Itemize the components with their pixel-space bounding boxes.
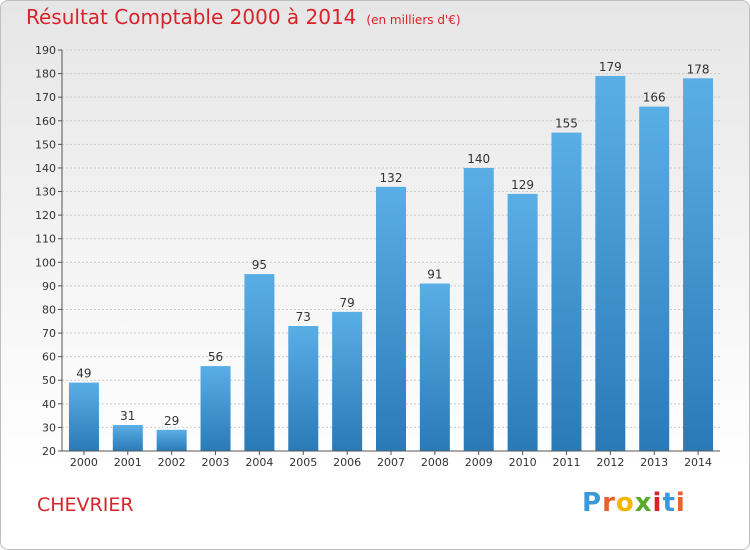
y-tick-label: 120 — [35, 209, 56, 222]
data-label: 73 — [296, 310, 311, 324]
x-tick-label: 2012 — [596, 456, 624, 469]
location-name: CHEVRIER — [37, 494, 134, 516]
chart-title-main: Résultat Comptable 2000 à 2014 — [26, 5, 357, 29]
y-tick-label: 180 — [35, 68, 56, 81]
bar — [156, 429, 187, 451]
y-tick-label: 90 — [42, 280, 56, 293]
data-label: 95 — [252, 258, 267, 272]
y-tick-label: 50 — [42, 374, 56, 387]
data-label: 132 — [380, 171, 403, 185]
data-label: 31 — [120, 409, 135, 423]
bar — [244, 274, 275, 451]
data-label: 179 — [599, 60, 622, 74]
data-label: 79 — [339, 296, 354, 310]
x-tick-label: 2003 — [202, 456, 230, 469]
data-label: 91 — [427, 268, 442, 282]
bar — [683, 78, 714, 452]
bar — [376, 186, 406, 451]
data-label: 129 — [511, 178, 534, 192]
logo-letter: x — [634, 488, 653, 518]
x-tick-label: 2001 — [114, 456, 142, 469]
y-tick-label: 150 — [35, 138, 56, 151]
data-label: 155 — [555, 117, 578, 131]
axes — [58, 49, 720, 455]
x-tick-label: 2007 — [377, 456, 405, 469]
data-label: 49 — [76, 367, 91, 381]
data-label: 29 — [164, 414, 179, 428]
chart-title: Résultat Comptable 2000 à 2014 (en millie… — [26, 5, 461, 29]
y-tick-label: 80 — [42, 303, 56, 316]
y-tick-label: 60 — [42, 351, 56, 364]
y-tick-label: 70 — [42, 327, 56, 340]
x-tick-label: 2002 — [158, 456, 186, 469]
logo-letter: i — [675, 488, 686, 518]
x-tick-label: 2008 — [421, 456, 449, 469]
x-tick-label: 2011 — [552, 456, 580, 469]
x-tick-label: 2004 — [245, 456, 273, 469]
y-tick-label: 160 — [35, 115, 56, 128]
y-tick-label: 190 — [35, 44, 56, 57]
x-tick-label: 2000 — [70, 456, 98, 469]
logo-letter: r — [602, 488, 616, 518]
y-tick-label: 30 — [42, 421, 56, 434]
y-tick-label: 100 — [35, 256, 56, 269]
bar — [595, 75, 626, 452]
bar — [68, 382, 99, 451]
bar — [551, 132, 582, 451]
bar — [112, 425, 143, 451]
bar — [507, 193, 538, 451]
bar — [463, 167, 494, 452]
y-tick-label: 130 — [35, 186, 56, 199]
bars — [68, 75, 714, 452]
bar — [419, 283, 450, 451]
x-tick-label: 2010 — [509, 456, 537, 469]
x-tick-label: 2013 — [640, 456, 668, 469]
data-label: 166 — [643, 91, 666, 105]
chart-title-unit: (en milliers d'€) — [366, 13, 461, 27]
bar — [332, 311, 363, 451]
logo-letter: P — [582, 488, 603, 518]
y-tick-label: 170 — [35, 91, 56, 104]
y-axis-ticks: 20 30 40 50 60 70 80 90 100 110 120 130 140 150 160 170… — [35, 44, 56, 458]
bar — [200, 366, 231, 451]
data-label: 56 — [208, 350, 223, 364]
bar — [288, 325, 319, 451]
x-tick-label: 2006 — [333, 456, 361, 469]
proxiti-logo: Proxiti — [582, 488, 686, 518]
y-tick-label: 40 — [42, 398, 56, 411]
logo-letter: i — [652, 488, 663, 518]
data-label: 178 — [687, 62, 710, 76]
x-tick-label: 2014 — [684, 456, 712, 469]
x-axis-ticks: 2000 2001 2002 2003 2004 2005 2006 2007 2008 2009… — [70, 456, 712, 469]
bar — [639, 106, 670, 452]
logo-letter: t — [662, 488, 676, 518]
y-tick-label: 20 — [42, 445, 56, 458]
x-tick-label: 2005 — [289, 456, 317, 469]
data-label: 140 — [467, 152, 490, 166]
logo-letter: o — [615, 488, 635, 518]
y-tick-label: 140 — [35, 162, 56, 175]
y-tick-label: 110 — [35, 233, 56, 246]
data-labels: 49 31 29 56 95 73 79 132 91 140 129 155 179 166 178 — [76, 60, 709, 428]
x-tick-label: 2009 — [465, 456, 493, 469]
